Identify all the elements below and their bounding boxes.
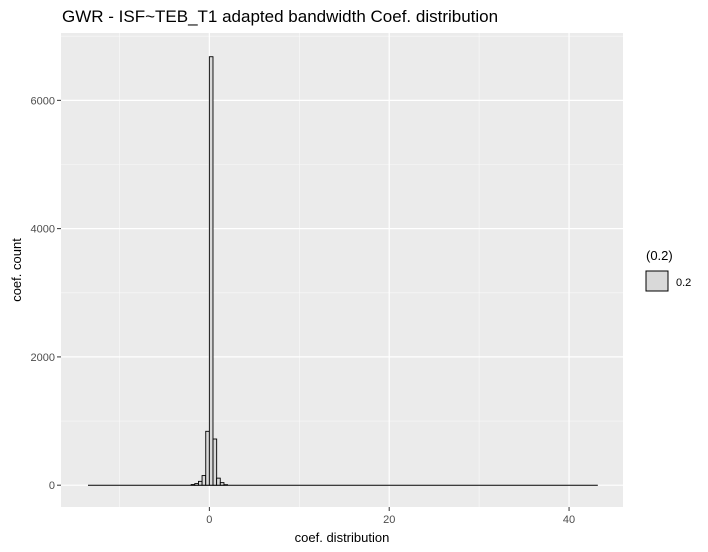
x-axis-label: coef. distribution <box>295 530 390 545</box>
histogram-bar <box>194 483 199 486</box>
histogram-bar <box>205 430 210 486</box>
x-tick-label: 40 <box>563 514 575 526</box>
legend-key-swatch <box>645 270 669 292</box>
x-tick-label: 0 <box>206 514 212 526</box>
y-tick-label: 4000 <box>31 224 55 236</box>
legend: (0.2) 0.2 <box>645 248 691 292</box>
y-tick-label: 2000 <box>31 352 55 364</box>
y-axis-label: coef. count <box>9 238 24 302</box>
x-tick-label: 20 <box>383 514 395 526</box>
y-tick-label: 6000 <box>31 95 55 107</box>
histogram-bar <box>208 56 214 486</box>
legend-entry-label: 0.2 <box>676 277 691 289</box>
y-axis-ticks: 0 2000 4000 6000 <box>31 95 61 492</box>
y-tick-label: 0 <box>49 480 55 492</box>
histogram-bar <box>212 438 218 486</box>
chart-title: GWR - ISF~TEB_T1 adapted bandwidth Coef.… <box>62 7 498 26</box>
histogram-bar <box>223 484 229 486</box>
histogram-bar <box>216 477 221 486</box>
histogram-bar <box>201 475 207 486</box>
plot-panel <box>61 33 623 507</box>
histogram-bars <box>87 56 598 486</box>
histogram-bar <box>190 484 196 486</box>
histogram-bar <box>198 480 203 486</box>
histogram-bar <box>219 482 225 486</box>
x-axis-ticks: 0 20 40 <box>206 507 575 526</box>
minor-gridlines <box>61 33 623 507</box>
legend-title: (0.2) <box>646 248 673 263</box>
